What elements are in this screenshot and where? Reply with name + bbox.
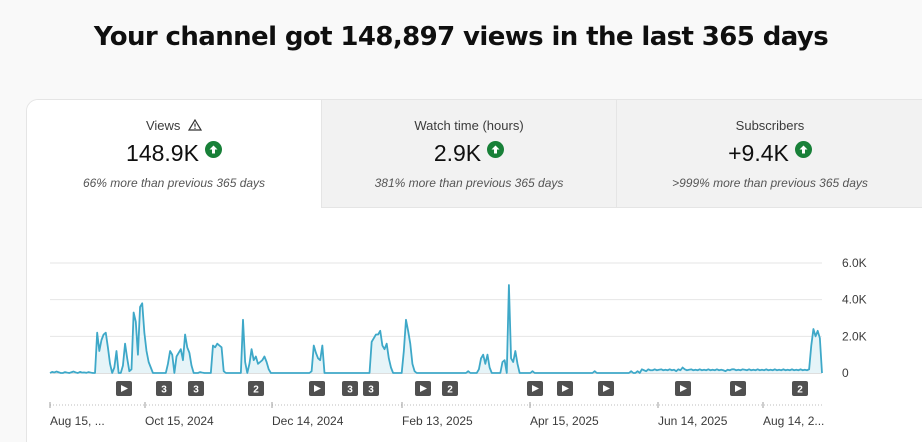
video-marker-play-icon[interactable] xyxy=(730,381,746,396)
tab-views-value: 148.9K xyxy=(27,140,321,167)
video-marker-count[interactable]: 2 xyxy=(792,381,808,396)
y-tick-label: 2.0K xyxy=(842,329,867,343)
x-tick-label: Feb 13, 2025 xyxy=(402,414,473,428)
trend-up-icon xyxy=(204,141,222,158)
tab-views-label-text: Views xyxy=(145,118,181,133)
svg-text:2: 2 xyxy=(447,385,453,396)
video-marker-count[interactable]: 3 xyxy=(363,381,379,396)
svg-text:3: 3 xyxy=(161,385,167,396)
tab-views-value-text: 148.9K xyxy=(126,140,199,166)
analytics-card: Views 148.9K 66% more than previous 365 … xyxy=(26,99,922,442)
video-marker-play-icon[interactable] xyxy=(116,381,132,396)
video-marker-count[interactable]: 2 xyxy=(248,381,264,396)
trend-up-icon xyxy=(794,141,812,158)
tab-subscribers-value-text: +9.4K xyxy=(728,140,789,166)
video-marker-count[interactable]: 2 xyxy=(442,381,458,396)
video-marker-count[interactable]: 3 xyxy=(342,381,358,396)
tab-views-note: 66% more than previous 365 days xyxy=(82,176,266,190)
video-marker-play-icon[interactable] xyxy=(415,381,431,396)
tab-subscribers[interactable]: Subscribers +9.4K >999% more than previo… xyxy=(617,100,922,208)
x-tick-label: Aug 14, 2... xyxy=(763,414,824,428)
tab-views[interactable]: Views 148.9K 66% more than previous 365 … xyxy=(27,100,322,208)
y-tick-label: 0 xyxy=(842,366,849,380)
tab-views-label: Views xyxy=(27,118,321,133)
tab-subscribers-note: >999% more than previous 365 days xyxy=(672,176,868,190)
svg-text:2: 2 xyxy=(253,385,259,396)
tab-subscribers-label: Subscribers xyxy=(735,118,805,133)
tab-watch-time-value: 2.9K xyxy=(322,140,616,167)
x-tick-label: Oct 15, 2024 xyxy=(145,414,214,428)
y-tick-label: 6.0K xyxy=(842,256,867,270)
tab-watch-time-note: 381% more than previous 365 days xyxy=(374,176,564,190)
svg-text:3: 3 xyxy=(368,385,374,396)
tab-subscribers-value: +9.4K xyxy=(617,140,922,167)
tab-watch-time[interactable]: Watch time (hours) 2.9K 381% more than p… xyxy=(322,100,617,208)
warning-icon[interactable] xyxy=(187,118,203,131)
video-marker-play-icon[interactable] xyxy=(527,381,543,396)
video-marker-count[interactable]: 3 xyxy=(188,381,204,396)
svg-text:2: 2 xyxy=(797,385,803,396)
views-area xyxy=(50,285,822,373)
video-marker-count[interactable]: 3 xyxy=(156,381,172,396)
x-tick-label: Jun 14, 2025 xyxy=(658,414,728,428)
metric-tabs: Views 148.9K 66% more than previous 365 … xyxy=(27,100,922,208)
x-tick-label: Apr 15, 2025 xyxy=(530,414,599,428)
video-marker-play-icon[interactable] xyxy=(675,381,691,396)
x-tick-label: Dec 14, 2024 xyxy=(272,414,344,428)
page-headline: Your channel got 148,897 views in the la… xyxy=(93,22,829,52)
video-marker-play-icon[interactable] xyxy=(557,381,573,396)
x-tick-label: Aug 15, ... xyxy=(50,414,105,428)
y-tick-label: 4.0K xyxy=(842,293,867,307)
tab-watch-time-label: Watch time (hours) xyxy=(414,118,524,133)
views-line xyxy=(49,284,823,374)
tab-watch-time-value-text: 2.9K xyxy=(433,140,482,166)
video-marker-play-icon[interactable] xyxy=(598,381,614,396)
video-marker-play-icon[interactable] xyxy=(309,381,325,396)
svg-text:3: 3 xyxy=(193,385,199,396)
svg-text:3: 3 xyxy=(347,385,353,396)
trend-up-icon xyxy=(487,141,505,158)
